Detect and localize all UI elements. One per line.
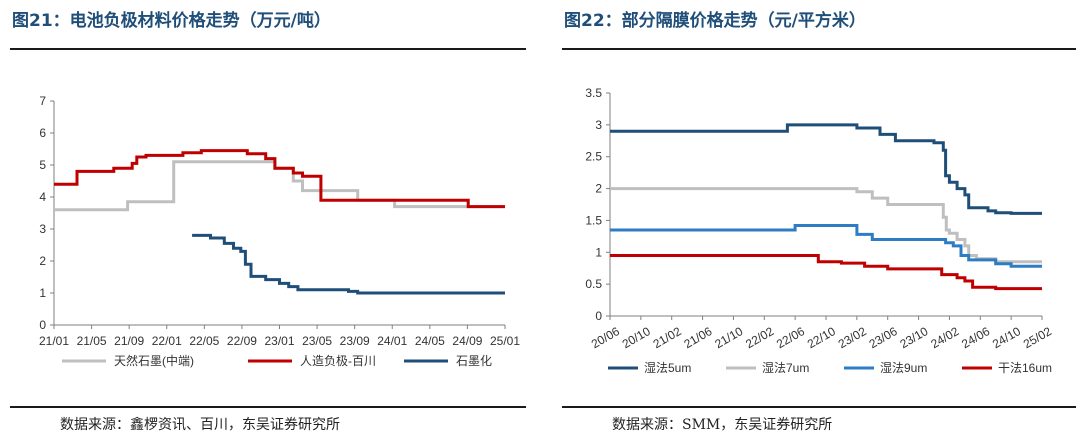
legend-label: 湿法5um — [644, 360, 691, 375]
separator-price-chart: 0 0.5 1 1.5 2 2.5 3 3.5 20/0620/1021/0221/0621/1… — [585, 86, 1054, 375]
y-tick-label: 0.5 — [585, 277, 602, 291]
x-tick-label: 24/06 — [959, 324, 992, 351]
x-tick-label: 22/02 — [743, 324, 776, 351]
x-tick-label: 21/10 — [712, 324, 745, 351]
y-tick-label: 0 — [39, 318, 46, 332]
x-tick-label: 23/10 — [897, 324, 930, 351]
y-tick-label: 1.5 — [585, 213, 602, 227]
anode-price-chart: 0 1 2 3 4 5 6 7 21/01 21/05 21/09 22/01 22/05 22/09 23… — [39, 94, 520, 368]
x-tick-label: 23/09 — [340, 334, 370, 348]
x-tick-label: 20/10 — [620, 324, 653, 351]
series-line — [192, 233, 505, 295]
y-tick-label: 7 — [39, 94, 46, 108]
legend-label: 湿法7um — [762, 360, 809, 375]
chart-title: 图22：部分隔膜价格走势（元/平方米） — [564, 11, 866, 31]
y-tick-label: 5 — [39, 158, 46, 172]
y-tick-label: 3 — [39, 222, 46, 236]
y-tick-label: 2.5 — [585, 150, 602, 164]
x-tick-label: 23/06 — [867, 324, 900, 351]
x-tick-label: 21/09 — [114, 334, 144, 348]
x-tick-label: 24/01 — [377, 334, 407, 348]
y-tick-label: 3.5 — [585, 86, 602, 100]
x-tick-label: 22/09 — [227, 334, 257, 348]
legend-label: 湿法9um — [880, 360, 927, 375]
y-tick-label: 1 — [39, 286, 46, 300]
x-tick-label: 23/01 — [264, 334, 294, 348]
series-line — [54, 160, 505, 212]
chart-panel-anode: 图21：电池负极材料价格走势（万元/吨） 0 1 2 3 4 5 6 7 21/01 21/05 2… — [0, 0, 530, 438]
divider — [562, 406, 1076, 408]
series-line — [610, 123, 1042, 215]
x-tick-label: 25/01 — [490, 334, 520, 348]
x-tick-label: 25/02 — [1021, 324, 1054, 351]
x-tick-label: 21/01 — [39, 334, 69, 348]
y-tick-label: 2 — [39, 254, 46, 268]
x-tick-label: 23/02 — [836, 324, 869, 351]
y-tick-label: 6 — [39, 126, 46, 140]
divider — [10, 406, 526, 408]
x-tick-label: 21/05 — [77, 334, 107, 348]
y-tick-label: 3 — [595, 118, 602, 132]
x-tick-label: 22/06 — [774, 324, 807, 351]
chart-title: 图21：电池负极材料价格走势（万元/吨） — [12, 11, 331, 31]
x-tick-label: 24/05 — [415, 334, 445, 348]
legend-label: 干法16um — [998, 361, 1052, 375]
x-tick-label: 22/01 — [152, 334, 182, 348]
source-note: 数据来源：SMM，东吴证券研究所 — [612, 417, 833, 433]
x-tick-label: 22/05 — [189, 334, 219, 348]
y-tick-label: 2 — [595, 182, 602, 196]
x-tick-label: 24/02 — [928, 324, 961, 351]
y-tick-label: 1 — [595, 245, 602, 259]
legend-label: 石墨化 — [456, 354, 492, 368]
y-tick-label: 4 — [39, 190, 46, 204]
y-tick-label: 0 — [595, 309, 602, 323]
x-tick-label: 24/09 — [452, 334, 482, 348]
x-tick-label: 21/06 — [681, 324, 714, 351]
legend-label: 天然石墨(中端) — [114, 353, 194, 368]
series-line — [610, 254, 1042, 291]
legend-label: 人造负极-百川 — [300, 354, 376, 368]
x-tick-label: 20/06 — [589, 324, 622, 351]
source-note: 数据来源：鑫椤资讯、百川，东吴证券研究所 — [60, 417, 340, 433]
x-tick-label: 24/10 — [990, 324, 1023, 351]
series-line — [610, 224, 1042, 268]
x-tick-label: 21/02 — [651, 324, 684, 351]
x-tick-label: 22/10 — [805, 324, 838, 351]
series-line — [610, 187, 1042, 264]
divider — [10, 48, 526, 50]
series-line — [54, 149, 505, 209]
x-tick-label: 23/05 — [302, 334, 332, 348]
chart-panel-separator: 图22：部分隔膜价格走势（元/平方米） 0 0.5 1 1.5 2 2.5 3 3.5 20/0… — [552, 0, 1080, 438]
divider — [562, 48, 1076, 50]
